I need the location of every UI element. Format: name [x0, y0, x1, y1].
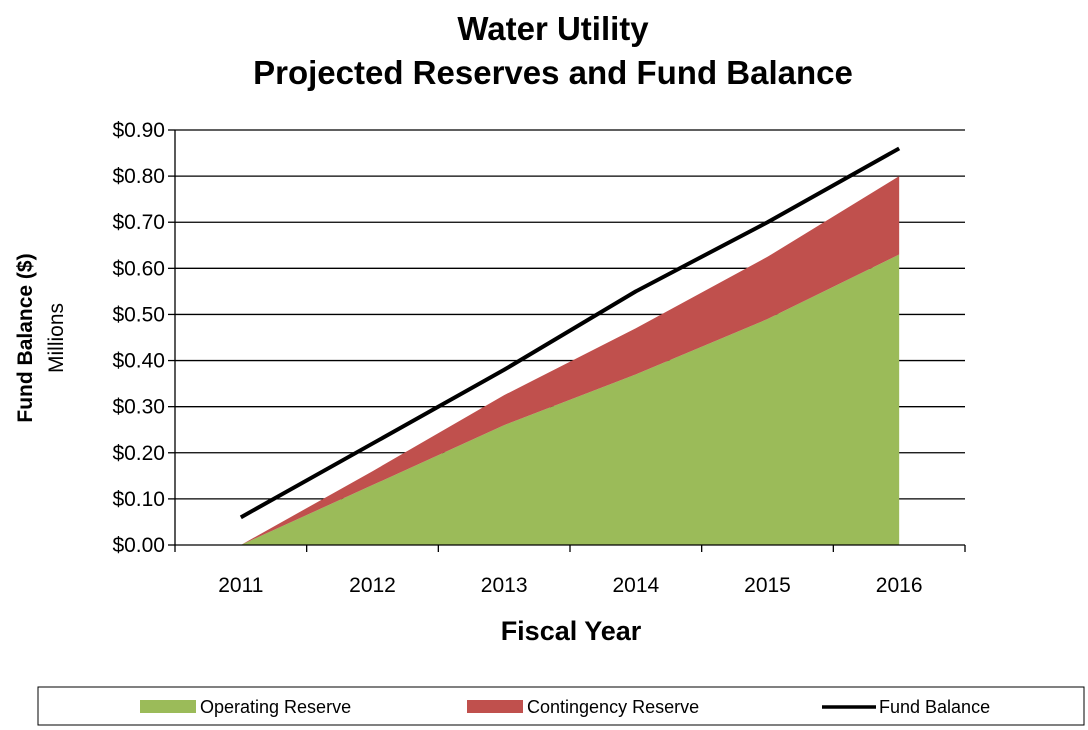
gridlines: [175, 129, 965, 500]
x-tick-label: 2012: [349, 574, 396, 597]
x-tick-label: 2015: [744, 574, 791, 597]
y-tick-label: $0.50: [112, 303, 165, 326]
y-tick-label: $0.40: [112, 350, 165, 373]
y-tick-label: $0.90: [112, 119, 165, 142]
x-tick-label: 2013: [481, 574, 528, 597]
y-tick-label: $0.00: [112, 534, 165, 557]
legend-label: Contingency Reserve: [527, 697, 699, 717]
legend-label: Operating Reserve: [200, 697, 351, 717]
y-tick-label: $0.30: [112, 396, 165, 419]
area-contingency-reserve: [240, 176, 900, 546]
legend-swatch: [140, 700, 196, 713]
legend-box: [37, 686, 1085, 726]
y-tick-label: $0.60: [112, 257, 165, 280]
legend-swatch: [467, 700, 523, 713]
legend: Operating Reserve Contingency Reserve Fund…: [37, 686, 1085, 726]
chart-subtitle: Projected Reserves and Fund Balance: [253, 54, 853, 91]
y-tick-label: $0.70: [112, 211, 165, 234]
x-tick-label: 2014: [612, 574, 659, 597]
area-series: [240, 176, 900, 546]
x-tick-label: 2016: [876, 574, 923, 597]
y-axis-unit: Millions: [45, 303, 68, 373]
line-fund-balance: [239, 146, 901, 520]
axes: [168, 129, 966, 552]
x-axis-label: Fiscal Year: [501, 616, 642, 646]
y-tick-labels: $0.00 $0.10 $0.20 $0.30 $0.40 $0.50 $0.60 $0.70…: [112, 119, 165, 557]
chart-title: Water Utility: [457, 10, 649, 47]
area-operating-reserve: [240, 254, 900, 545]
y-axis-label: Fund Balance ($): [14, 253, 37, 422]
x-tick-label: 2011: [218, 574, 263, 597]
legend-label: Fund Balance: [879, 697, 990, 717]
y-tick-label: $0.20: [112, 442, 165, 465]
line-series: [239, 146, 901, 520]
y-tick-label: $0.10: [112, 488, 165, 511]
x-tick-labels: 2011 2012 2013 2014 2015 2016: [218, 574, 922, 597]
y-tick-label: $0.80: [112, 165, 165, 188]
